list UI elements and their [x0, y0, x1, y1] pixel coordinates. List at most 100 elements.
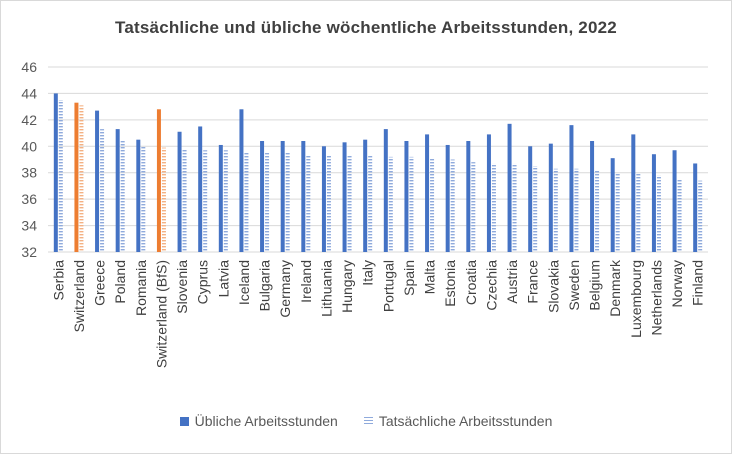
y-tick-label: 34: [21, 218, 37, 234]
bar-actual-malta: [430, 158, 435, 252]
bar-usual-slovakia: [548, 143, 553, 252]
x-tick-label: Austria: [504, 260, 520, 304]
x-axis-ticks: Serbia Switzerland Greece Poland Romania Swit…: [50, 259, 705, 368]
bar-actual-czechia: [491, 163, 496, 252]
x-tick-label: Portugal: [380, 260, 396, 312]
bar-usual-italy: [363, 139, 368, 252]
bar-usual-malta: [425, 134, 430, 252]
bar-usual-bulgaria: [260, 141, 265, 252]
bar-actual-hungary: [347, 155, 352, 252]
x-tick-label: Germany: [277, 260, 293, 318]
bar-usual-lithuania: [321, 146, 326, 252]
y-tick-label: 42: [21, 112, 37, 128]
x-tick-label: Latvia: [215, 260, 231, 298]
bar-usual-estonia: [445, 144, 450, 252]
bar-usual-serbia: [53, 93, 58, 252]
x-tick-label: Ireland: [298, 260, 314, 303]
bar-actual-ireland: [306, 155, 311, 252]
bar-usual-portugal: [383, 129, 388, 252]
legend-item-actual: Tatsächliche Arbeitsstunden: [363, 413, 552, 429]
bar-actual-norway: [677, 179, 682, 252]
x-tick-label: Sweden: [566, 260, 582, 311]
bar-usual-norway: [672, 150, 677, 252]
chart-legend: Übliche Arbeitsstunden Tatsächliche Arbe…: [0, 413, 732, 429]
x-tick-label: Netherlands: [648, 260, 664, 336]
bar-actual-switzerland: [79, 105, 84, 252]
x-tick-label: Malta: [422, 260, 438, 294]
legend-label-usual: Übliche Arbeitsstunden: [194, 413, 338, 429]
bar-usual-spain: [404, 141, 409, 252]
x-tick-label: Serbia: [50, 260, 66, 301]
bar-actual-estonia: [450, 159, 455, 252]
x-tick-label: Croatia: [463, 260, 479, 305]
x-tick-label: Lithuania: [318, 260, 334, 317]
y-axis-ticks: 32 34 36 38 40 42 44 46: [21, 59, 37, 260]
bar-usual-luxembourg: [631, 134, 636, 252]
bar-usual-croatia: [466, 141, 471, 252]
x-tick-label: Slovenia: [174, 260, 190, 314]
x-tick-label: Finland: [690, 260, 706, 306]
x-tick-label: Switzerland: [71, 260, 87, 332]
y-tick-label: 38: [21, 165, 37, 181]
bar-usual-iceland: [239, 109, 244, 253]
bar-usual-germany: [280, 141, 285, 252]
bar-usual-france: [528, 146, 533, 252]
bar-actual-austria: [512, 163, 517, 252]
x-tick-label: Belgium: [587, 260, 603, 311]
bar-usual-denmark: [610, 158, 615, 252]
bar-actual-spain: [409, 156, 414, 252]
x-tick-label: Cyprus: [195, 260, 211, 304]
legend-swatch-actual: [363, 416, 373, 426]
gridlines: [48, 66, 708, 253]
x-tick-label: Romania: [133, 260, 149, 316]
x-tick-label: Greece: [92, 260, 108, 306]
bar-actual-switzerland-bfs: [161, 147, 166, 252]
x-tick-label: Italy: [360, 260, 376, 286]
bar-actual-croatia: [471, 162, 476, 252]
bar-actual-portugal: [388, 156, 393, 252]
bar-actual-sweden: [574, 168, 579, 252]
x-tick-label: Switzerland (BfS): [153, 260, 169, 368]
bar-actual-netherlands: [656, 175, 661, 252]
bar-usual-finland: [693, 163, 698, 252]
bar-actual-iceland: [244, 152, 249, 252]
bar-actual-poland: [120, 139, 125, 252]
bar-actual-lithuania: [326, 155, 331, 252]
chart-title: Tatsächliche und übliche wöchentliche Ar…: [115, 18, 617, 37]
bar-usual-switzerland-bfs: [156, 109, 161, 253]
bar-usual-switzerland: [74, 102, 79, 252]
bar-actual-slovakia: [553, 168, 558, 252]
bar-usual-poland: [115, 129, 120, 252]
bar-actual-germany: [285, 152, 290, 252]
x-tick-label: France: [525, 260, 541, 304]
bar-usual-slovenia: [177, 131, 182, 252]
y-tick-label: 46: [21, 59, 37, 75]
bars: [53, 93, 703, 253]
bar-usual-netherlands: [651, 154, 656, 252]
x-tick-label: Hungary: [339, 260, 355, 313]
bar-usual-greece: [95, 110, 100, 252]
bar-actual-belgium: [595, 170, 600, 252]
y-tick-label: 40: [21, 138, 37, 154]
x-tick-label: Luxembourg: [628, 260, 644, 338]
bar-actual-denmark: [615, 174, 620, 252]
bar-actual-france: [533, 166, 538, 252]
bar-usual-belgium: [590, 141, 595, 252]
bar-actual-romania: [141, 146, 146, 252]
bar-usual-ireland: [301, 141, 306, 252]
bar-usual-sweden: [569, 125, 574, 252]
bar-usual-latvia: [218, 144, 223, 252]
x-tick-label: Denmark: [607, 259, 623, 317]
bar-actual-serbia: [58, 100, 63, 253]
x-tick-label: Czechia: [483, 260, 499, 311]
y-tick-label: 44: [21, 85, 37, 101]
x-tick-label: Norway: [669, 260, 685, 307]
legend-item-usual: Übliche Arbeitsstunden: [179, 413, 338, 429]
bar-actual-finland: [698, 180, 703, 252]
bar-actual-cyprus: [203, 150, 208, 252]
legend-swatch-usual: [179, 416, 189, 426]
bar-usual-cyprus: [198, 126, 203, 252]
x-tick-label: Spain: [401, 260, 417, 296]
bar-actual-latvia: [223, 150, 228, 252]
